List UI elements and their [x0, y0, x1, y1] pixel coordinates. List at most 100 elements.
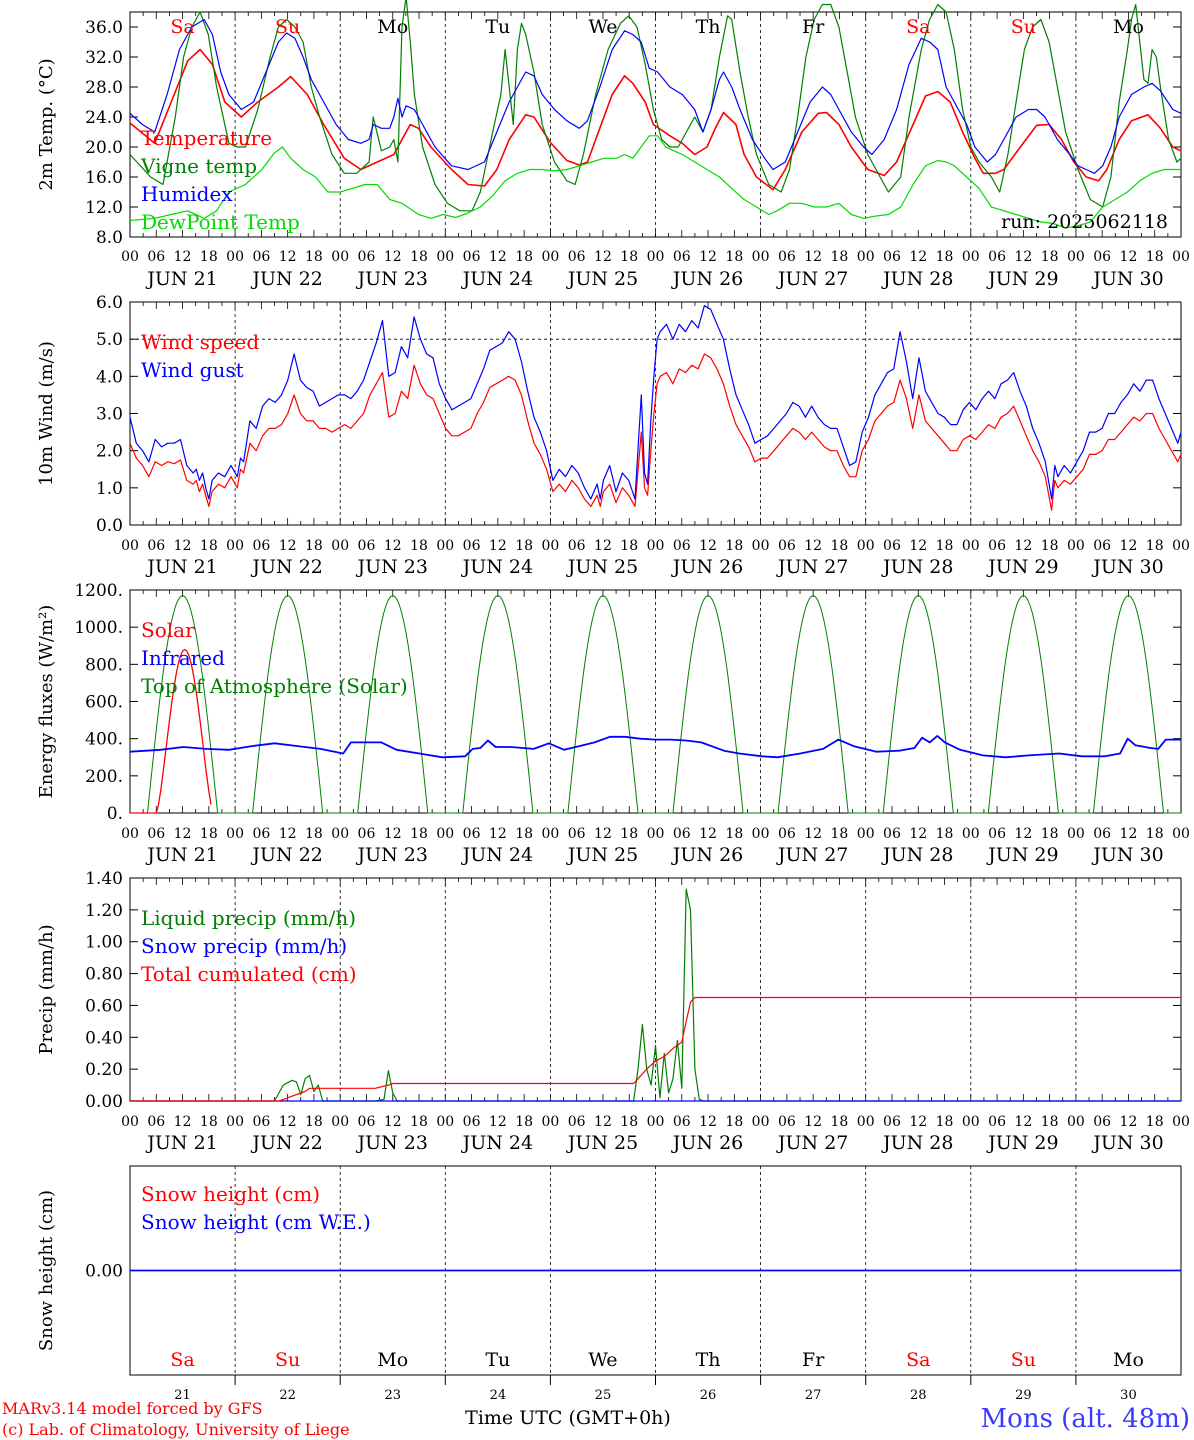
hour-label: 18 — [620, 826, 638, 842]
hour-label: 00 — [857, 826, 875, 842]
date-label: JUN 24 — [461, 268, 533, 290]
y-tick-label: 20.0 — [85, 138, 123, 158]
hour-label: 18 — [305, 826, 323, 842]
hour-label: 18 — [200, 1114, 218, 1130]
legend-entry: Infrared — [141, 646, 225, 670]
hour-label: 00 — [436, 538, 454, 554]
hour-label: 06 — [778, 249, 796, 265]
hour-label: 00 — [1172, 538, 1190, 554]
hour-label: 06 — [988, 826, 1006, 842]
date-label: JUN 24 — [461, 1132, 533, 1154]
hour-label: 00 — [1067, 826, 1085, 842]
hour-label: 18 — [410, 249, 428, 265]
hour-label: 12 — [804, 538, 822, 554]
legend-entry: Snow height (cm) — [141, 1182, 320, 1206]
date-label: JUN 28 — [881, 1132, 953, 1154]
date-label: JUN 30 — [1091, 268, 1163, 290]
date-label: JUN 27 — [776, 1132, 848, 1154]
y-tick-label: 24.0 — [85, 108, 123, 128]
hour-label: 00 — [331, 826, 349, 842]
y-tick-label: 0.60 — [85, 996, 123, 1016]
weekday-label: Sa — [906, 16, 930, 38]
date-label: JUN 21 — [145, 844, 217, 866]
hour-label: 18 — [515, 826, 533, 842]
hour-label: 18 — [831, 249, 849, 265]
series-wind-gust — [129, 305, 1182, 500]
date-label: JUN 25 — [566, 268, 638, 290]
hour-label: 12 — [174, 826, 192, 842]
hour-label: 00 — [962, 1114, 980, 1130]
hour-label: 12 — [594, 538, 612, 554]
hour-label: 12 — [1120, 538, 1138, 554]
hour-label: 12 — [699, 826, 717, 842]
hour-label: 12 — [804, 1114, 822, 1130]
hour-label: 00 — [121, 538, 139, 554]
legend-entry: Humidex — [141, 182, 233, 206]
panel-1 — [129, 0, 1182, 238]
hour-label: 00 — [541, 1114, 559, 1130]
hour-label: 12 — [594, 826, 612, 842]
hour-label: 12 — [174, 1114, 192, 1130]
hour-label: 18 — [1146, 826, 1164, 842]
y-tick-label: 600. — [85, 693, 123, 713]
y-tick-label: 28.0 — [85, 78, 123, 98]
weekday-label: We — [588, 1349, 617, 1371]
day-number-label: 26 — [700, 1388, 717, 1403]
weekday-label: Th — [696, 1349, 721, 1371]
hour-label: 12 — [1014, 538, 1032, 554]
hour-label: 12 — [699, 538, 717, 554]
hour-label: 00 — [121, 1114, 139, 1130]
y-tick-label: 0.80 — [85, 965, 123, 985]
series-humidex — [129, 18, 1182, 174]
panel-5 — [129, 1165, 1182, 1385]
y-tick-label: 32.0 — [85, 48, 123, 68]
hour-label: 12 — [489, 826, 507, 842]
hour-label: 12 — [1120, 249, 1138, 265]
hour-label: 12 — [909, 249, 927, 265]
hour-label: 00 — [436, 249, 454, 265]
hour-label: 00 — [752, 826, 770, 842]
panel-2 — [129, 301, 1182, 526]
hour-label: 18 — [515, 538, 533, 554]
y-tick-label: 1.20 — [85, 901, 123, 921]
hour-label: 18 — [725, 826, 743, 842]
day-number-label: 29 — [1015, 1388, 1032, 1403]
hour-label: 12 — [594, 1114, 612, 1130]
date-label: JUN 29 — [986, 556, 1058, 578]
date-label: JUN 25 — [566, 844, 638, 866]
date-label: JUN 23 — [356, 844, 428, 866]
hour-label: 12 — [174, 538, 192, 554]
legend-entry: Total cumulated (cm) — [141, 962, 357, 986]
date-label: JUN 30 — [1091, 556, 1163, 578]
hour-label: 06 — [1093, 249, 1111, 265]
hour-label: 06 — [988, 1114, 1006, 1130]
hour-label: 06 — [988, 538, 1006, 554]
hour-label: 06 — [778, 826, 796, 842]
y-axis-label: 10m Wind (m/s) — [36, 341, 57, 486]
panel-frame — [129, 589, 1182, 814]
hour-label: 18 — [515, 249, 533, 265]
date-label: JUN 22 — [250, 1132, 322, 1154]
hour-label: 06 — [252, 249, 270, 265]
weekday-label: Mo — [1113, 1349, 1144, 1371]
date-label: JUN 21 — [145, 268, 217, 290]
hour-label: 12 — [909, 1114, 927, 1130]
weekday-label: Mo — [377, 16, 408, 38]
date-label: JUN 24 — [461, 556, 533, 578]
weekday-label: Tu — [485, 16, 510, 38]
hour-label: 06 — [358, 538, 376, 554]
credit-lab: (c) Lab. of Climatology, University of L… — [2, 1420, 350, 1439]
hour-label: 18 — [831, 538, 849, 554]
day-number-label: 22 — [279, 1388, 296, 1403]
hour-label: 06 — [883, 249, 901, 265]
weekday-label: Su — [1011, 16, 1036, 38]
hour-label: 06 — [568, 826, 586, 842]
day-number-label: 28 — [910, 1388, 927, 1403]
hour-label: 18 — [305, 538, 323, 554]
hour-label: 18 — [410, 826, 428, 842]
hour-label: 06 — [778, 538, 796, 554]
hour-label: 00 — [226, 249, 244, 265]
hour-label: 06 — [252, 1114, 270, 1130]
y-tick-label: 3.0 — [96, 405, 123, 425]
